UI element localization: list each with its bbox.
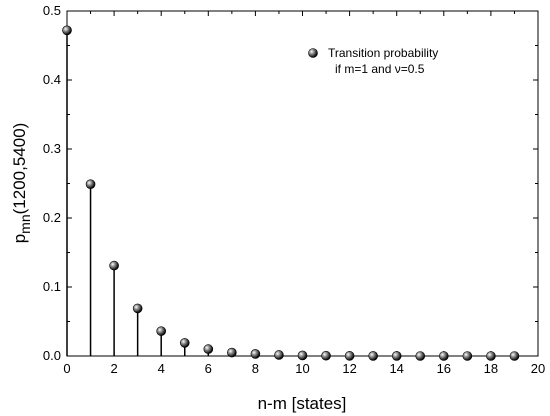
y-axis-label-rest: (1200,5400) <box>10 123 29 215</box>
data-point <box>462 351 473 361</box>
data-point <box>156 326 166 336</box>
y-axis-label: pmn(1200,5400) <box>10 123 33 244</box>
svg-text:pmn(1200,5400): pmn(1200,5400) <box>10 123 33 244</box>
y-tick-label: 0.0 <box>43 348 61 363</box>
y-tick-label: 0.5 <box>43 3 61 18</box>
x-tick-label: 18 <box>484 361 498 376</box>
data-point <box>509 351 520 361</box>
y-axis-ticks: 0.0 0.1 0.2 0.3 0.4 0.5 <box>43 3 538 363</box>
data-point <box>391 351 402 361</box>
x-tick-label: 14 <box>389 361 403 376</box>
data-points <box>62 25 520 361</box>
x-tick-label: 0 <box>63 361 70 376</box>
y-tick-label: 0.1 <box>43 279 61 294</box>
x-axis-label: n-m [states] <box>258 394 347 413</box>
data-point <box>297 350 308 361</box>
data-point <box>486 351 496 361</box>
x-tick-label: 4 <box>158 361 165 376</box>
x-tick-label: 10 <box>295 361 309 376</box>
x-axis-ticks: 0 2 4 6 8 10 12 14 16 18 20 <box>63 11 545 376</box>
x-tick-label: 8 <box>252 361 259 376</box>
data-point <box>227 347 237 358</box>
x-tick-label: 12 <box>342 361 356 376</box>
x-tick-label: 2 <box>110 361 117 376</box>
data-point <box>203 344 214 354</box>
y-axis-label-main: p <box>10 234 29 243</box>
legend-line-2: if m=1 and ν=0.5 <box>335 62 425 76</box>
data-point <box>85 179 96 189</box>
y-tick-label: 0.2 <box>43 210 61 225</box>
y-axis-label-subscript: mn <box>17 214 33 233</box>
data-point <box>109 260 119 271</box>
data-point <box>250 349 261 359</box>
legend-marker <box>308 48 318 58</box>
x-tick-label: 6 <box>205 361 212 376</box>
data-point <box>415 351 426 361</box>
data-point <box>321 350 331 361</box>
data-point <box>132 303 143 314</box>
data-point <box>344 351 355 361</box>
data-point <box>179 338 190 348</box>
legend: Transition probability if m=1 and ν=0.5 <box>308 46 438 76</box>
y-tick-label: 0.4 <box>43 72 61 87</box>
legend-line-1: Transition probability <box>328 46 438 60</box>
data-point <box>62 25 72 36</box>
x-tick-label: 20 <box>531 361 545 376</box>
data-point <box>368 351 378 361</box>
data-point <box>438 351 449 361</box>
data-point <box>274 350 284 360</box>
y-tick-label: 0.3 <box>43 141 61 156</box>
x-tick-label: 16 <box>437 361 451 376</box>
legend-marker-point <box>308 48 318 58</box>
